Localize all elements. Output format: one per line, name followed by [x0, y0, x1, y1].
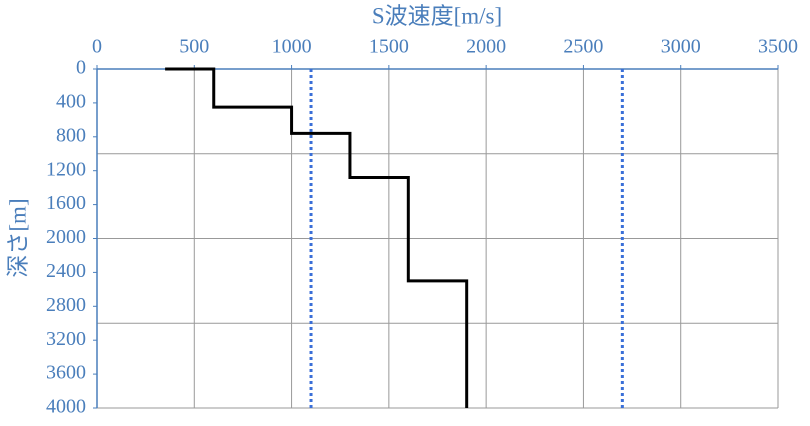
x-tick-label: 2500	[563, 36, 603, 58]
y-tick-label: 2000	[46, 226, 86, 248]
series-line	[165, 67, 469, 408]
y-tick-label: 2400	[46, 260, 86, 282]
y-tick-label: 400	[56, 90, 86, 112]
x-tick-label: 500	[179, 36, 209, 58]
y-tick-label: 0	[76, 57, 86, 79]
y-tick-label: 3200	[46, 328, 86, 350]
y-tick-label: 1200	[46, 158, 86, 180]
x-tick-label: 3500	[758, 36, 798, 58]
x-tick-label: 2000	[466, 36, 506, 58]
y-tick-label: 3600	[46, 362, 86, 384]
y-tick-label: 2800	[46, 294, 86, 316]
x-tick-label: 3000	[661, 36, 701, 58]
y-tick-label: 4000	[46, 396, 86, 418]
y-axis-title: 深さ[m]	[5, 198, 30, 277]
x-tick-label: 0	[92, 36, 102, 58]
y-tick-label: 800	[56, 124, 86, 146]
x-axis-title: S波速度[m/s]	[372, 3, 502, 28]
x-tick-label: 1500	[369, 36, 409, 58]
y-tick-label: 1600	[46, 192, 86, 214]
x-tick-label: 1000	[272, 36, 312, 58]
